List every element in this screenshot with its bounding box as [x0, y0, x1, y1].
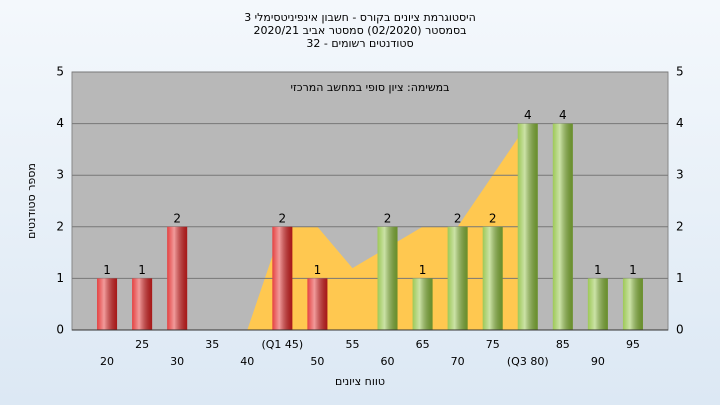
bar-shade [517, 123, 538, 330]
x-tick-label: 70 [451, 355, 465, 368]
x-tick-label: 90 [591, 355, 605, 368]
data-label: 1 [138, 263, 146, 277]
y-tick-label: 5 [676, 65, 684, 79]
y-tick-label: 2 [56, 219, 64, 233]
x-tick-label: 40 [240, 355, 254, 368]
chart-title: היסטוגרמת ציונים בקורס - חשבון אינפיניטס… [244, 11, 476, 24]
y-tick-label: 1 [676, 271, 684, 285]
bar-shade [622, 278, 643, 330]
bar-shade [552, 123, 573, 330]
data-label: 1 [629, 263, 637, 277]
x-tick-label: (Q3 80) [507, 355, 549, 368]
data-label: 4 [524, 108, 532, 122]
x-tick-label: (Q1 45) [261, 338, 303, 351]
y-tick-label: 4 [56, 116, 64, 130]
data-label: 2 [173, 211, 181, 225]
bar-shade [272, 226, 293, 330]
chart-subtitle: סטודנטים רשומים - 32 [306, 37, 413, 50]
y-axis-label: מספר סטודנטים [25, 163, 38, 239]
x-axis-label: טווח ציונים [335, 375, 385, 388]
y-tick-label: 3 [56, 168, 64, 182]
y-tick-label: 3 [676, 168, 684, 182]
data-label: 2 [489, 211, 497, 225]
data-label: 1 [314, 263, 322, 277]
data-label: 1 [103, 263, 111, 277]
x-tick-label: 65 [416, 338, 430, 351]
bar-shade [167, 226, 188, 330]
y-tick-label: 0 [676, 323, 684, 337]
x-tick-label: 95 [626, 338, 640, 351]
bar-shade [587, 278, 608, 330]
x-tick-label: 30 [170, 355, 184, 368]
bar-shade [447, 226, 468, 330]
y-tick-label: 1 [56, 271, 64, 285]
x-tick-label: 75 [486, 338, 500, 351]
data-label: 2 [384, 211, 392, 225]
data-label: 2 [454, 211, 462, 225]
y-tick-label: 5 [56, 65, 64, 79]
bar-shade [412, 278, 433, 330]
x-tick-label: 50 [310, 355, 324, 368]
data-label: 2 [279, 211, 287, 225]
data-label: 1 [594, 263, 602, 277]
x-tick-label: 20 [100, 355, 114, 368]
x-tick-label: 25 [135, 338, 149, 351]
y-tick-label: 2 [676, 219, 684, 233]
bar-shade [97, 278, 118, 330]
data-label: 4 [559, 108, 567, 122]
chart-subtitle: בסמסטר (02/2020) סמסטר אביב 2020/21 [253, 24, 466, 37]
y-tick-label: 4 [676, 116, 684, 130]
bar-shade [307, 278, 328, 330]
bar-shade [482, 226, 503, 330]
x-tick-label: 55 [345, 338, 359, 351]
bar-shade [377, 226, 398, 330]
x-tick-label: 35 [205, 338, 219, 351]
data-label: 1 [419, 263, 427, 277]
annotation: במשימה: ציון סופי במחשב המרכזי [290, 81, 449, 94]
y-tick-label: 0 [56, 323, 64, 337]
bar-shade [132, 278, 153, 330]
x-tick-label: 60 [381, 355, 395, 368]
x-tick-label: 85 [556, 338, 570, 351]
